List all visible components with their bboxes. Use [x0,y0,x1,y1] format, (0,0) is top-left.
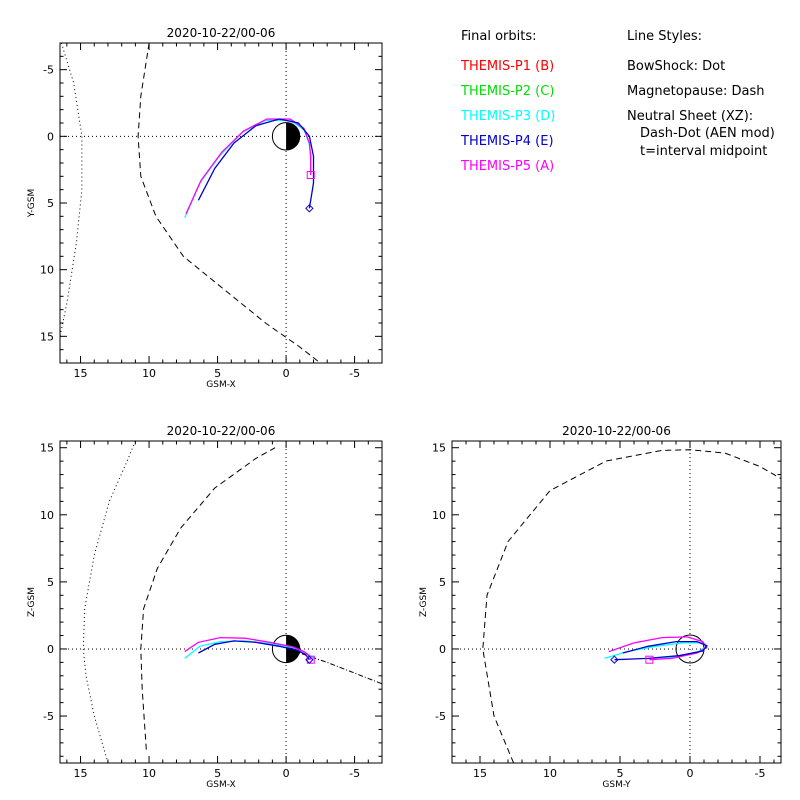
y-tick-label: 15 [40,330,54,343]
y-tick-label: 0 [47,643,54,656]
x-axis-label: GSM-X [206,380,235,390]
y-tick-label: -5 [43,64,54,77]
x-tick-label: 0 [283,767,290,780]
y-axis-label: Y-GSM [27,189,37,218]
x-tick-label: 5 [214,767,221,780]
legend-orbit-p5: THEMIS-P5 (A) [460,159,554,174]
legend-orbit-p3: THEMIS-P3 (D) [460,109,555,124]
y-tick-label: 5 [439,576,446,589]
x-tick-label: 5 [214,367,221,380]
x-tick-label: 10 [142,367,156,380]
marker-diamond [305,204,314,213]
y-tick-label: 10 [40,509,54,522]
x-tick-label: 0 [687,767,694,780]
plot-area [60,441,382,763]
magnetopause-line [137,43,321,363]
legend-style-midpoint: t=interval midpoint [640,144,767,159]
legend-final-orbits: Final orbits: THEMIS-P1 (B) THEMIS-P2 (C… [460,29,555,174]
y-tick-label: -5 [435,710,446,723]
y-tick-label: 5 [47,576,54,589]
legend-line-styles: Line Styles: BowShock: Dot Magnetopause:… [627,29,775,159]
orbit-themis-p4-e [197,118,315,209]
x-tick-label: 10 [142,767,156,780]
plot-frame [451,440,782,764]
marker-square [306,171,315,179]
legend-orbits-title: Final orbits: [461,29,537,44]
magnetopause-line [482,449,781,763]
y-tick-label: 10 [432,509,446,522]
x-tick-label: 5 [617,767,624,780]
chart-title: 2020-10-22/00-06 [562,424,671,438]
x-tick-label: 15 [74,767,88,780]
chart-title: 2020-10-22/00-06 [167,424,276,438]
x-tick-label: -5 [349,367,360,380]
orbit-themis-p5-a [608,636,708,661]
y-axis-label: Z-GSM [27,587,37,617]
x-tick-label: 0 [283,367,290,380]
y-tick-label: 15 [432,442,446,455]
legend-orbit-p2: THEMIS-P2 (C) [460,84,554,99]
orbit-themis-p4-e [198,640,310,661]
plot-panel-1: 15 10 5 0 -5 -5 0 5 10 15 2020-10-22/00-06 GSM-X Y-G… [27,26,383,390]
orbit-themis-p5-a [184,636,312,660]
plot-area [452,441,781,763]
legend-style-dash-dot: Dash-Dot (AEN mod) [640,126,775,141]
marker-square [306,655,315,664]
plot-panel-2: 15 10 5 0 -5 -5 0 5 10 15 2020-10-22/00-06 GSM-X Z-G… [27,424,383,790]
earth-night-side [286,122,300,151]
x-tick-label: -5 [349,767,360,780]
legend-orbit-p4: THEMIS-P4 (E) [460,134,554,149]
legend-style-magnetopause: Magnetopause: Dash [627,84,764,99]
plot-panel-3: 15 10 5 0 -5 -5 0 5 10 15 2020-10-22/00-06 GSM-Y Z-G… [419,424,782,790]
y-tick-label: 15 [40,442,54,455]
magnetopause-line [140,447,276,750]
plot-frame [59,42,383,364]
marker-diamond [610,655,619,664]
marker-diamond [305,655,314,664]
bow-shock-line [82,441,136,763]
legend-orbit-p1: THEMIS-P1 (B) [460,59,554,74]
legend-styles-title: Line Styles: [627,29,702,44]
y-tick-label: 0 [47,130,54,143]
legend-style-neutral-sheet: Neutral Sheet (XZ): [627,109,753,124]
y-tick-label: 0 [439,643,446,656]
x-tick-label: 15 [473,767,487,780]
x-axis-label: GSM-Y [602,780,631,790]
x-axis-label: GSM-X [206,780,235,790]
plot-frame [59,440,383,764]
legend-style-bowshock: BowShock: Dot [627,59,725,74]
x-tick-label: 10 [543,767,557,780]
chart-title: 2020-10-22/00-06 [167,26,276,40]
orbit-themis-p4-e [614,640,708,661]
y-tick-label: 5 [47,197,54,210]
x-tick-label: 15 [74,367,88,380]
x-tick-label: -5 [755,767,766,780]
y-axis-label: Z-GSM [419,587,429,617]
marker-square [645,655,654,664]
y-tick-label: 10 [40,264,54,277]
y-tick-label: -5 [43,710,54,723]
plot-area [60,43,382,363]
